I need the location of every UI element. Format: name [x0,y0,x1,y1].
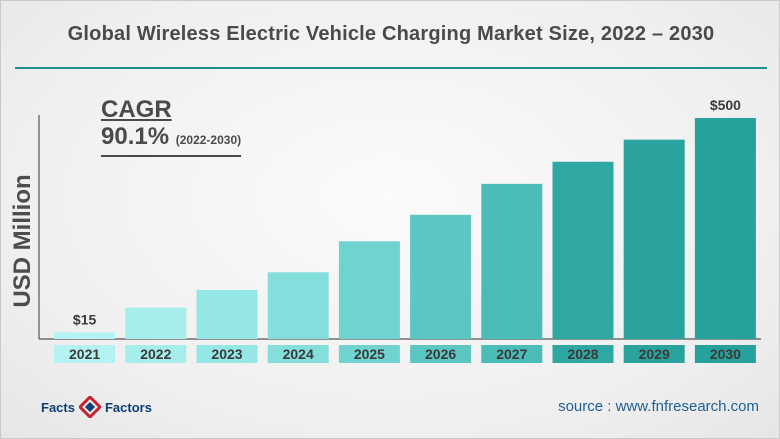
bar-2022 [125,307,187,339]
bar-2024 [267,272,329,339]
cagr-value: 90.1% [101,123,170,150]
bar-2029 [623,139,685,339]
cagr-value-line: 90.1% (2022-2030) [101,123,242,157]
x-tick-band-2027 [481,345,543,363]
x-tick-label-2025: 2025 [354,346,385,362]
x-tick-label-2030: 2030 [710,346,741,362]
facts-factors-logo: Facts Factors [41,394,152,420]
x-tick-label-2029: 2029 [639,346,670,362]
source-note: source : www.fnfresearch.com [558,398,759,415]
x-tick-label-2028: 2028 [567,346,598,362]
x-tick-label-2021: 2021 [69,346,100,362]
x-tick-band-2026 [410,345,472,363]
bar-2030 [694,118,756,339]
x-tick-band-2023 [196,345,258,363]
x-tick-label-2022: 2022 [140,346,171,362]
title-divider [15,67,767,69]
x-tick-label-2026: 2026 [425,346,456,362]
logo-text-facts: Facts [41,399,75,415]
bar-2023 [196,289,258,339]
x-tick-band-2021 [54,345,116,363]
x-tick-band-2025 [338,345,400,363]
x-tick-band-2028 [552,345,614,363]
chart-title: Global Wireless Electric Vehicle Chargin… [67,23,715,45]
x-tick-label-2027: 2027 [496,346,527,362]
bar-2025 [338,241,400,339]
x-tick-band-2030 [694,345,756,363]
x-tick-band-2024 [267,345,329,363]
cagr-period: (2022-2030) [175,133,242,147]
x-tick-band-2022 [125,345,187,363]
bar-2021 [54,332,116,339]
cagr-label: CAGR [101,96,172,123]
bar-2027 [481,183,543,339]
data-label-2021: $15 [73,311,97,327]
facts-factors-logo-icon [78,396,101,418]
bar-2026 [410,214,472,339]
logo-text-factors: Factors [104,399,152,415]
x-tick-label-2023: 2023 [211,346,242,362]
cagr-annotation: CAGR 90.1% (2022-2030) [101,96,242,157]
x-tick-label-2024: 2024 [283,346,314,362]
bar-2028 [552,161,614,339]
x-tick-band-2029 [623,345,685,363]
data-label-2030: $500 [710,97,741,113]
